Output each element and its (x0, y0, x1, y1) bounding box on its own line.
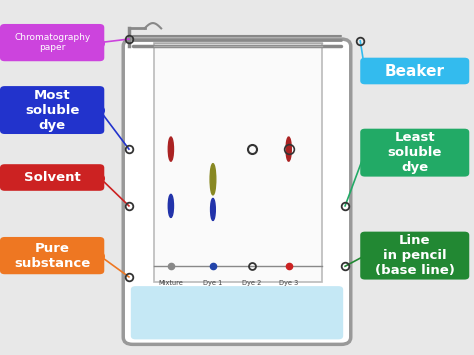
Text: Mixture: Mixture (158, 280, 183, 286)
FancyBboxPatch shape (154, 43, 322, 282)
FancyBboxPatch shape (0, 164, 104, 191)
Ellipse shape (168, 137, 173, 161)
Text: Most
soluble
dye: Most soluble dye (25, 88, 79, 132)
FancyBboxPatch shape (131, 286, 343, 339)
FancyBboxPatch shape (360, 231, 469, 280)
FancyBboxPatch shape (0, 86, 104, 134)
FancyBboxPatch shape (0, 24, 104, 61)
FancyBboxPatch shape (360, 58, 469, 84)
Ellipse shape (286, 137, 291, 161)
Text: Beaker: Beaker (385, 64, 445, 78)
Ellipse shape (210, 164, 216, 195)
Ellipse shape (210, 198, 215, 220)
Text: Pure
substance: Pure substance (14, 242, 90, 269)
Ellipse shape (168, 194, 173, 217)
Text: Least
soluble
dye: Least soluble dye (388, 131, 442, 174)
FancyBboxPatch shape (0, 237, 104, 274)
Text: Dye 2: Dye 2 (242, 280, 261, 286)
Text: Dye 3: Dye 3 (279, 280, 298, 286)
Text: Dye 1: Dye 1 (203, 280, 223, 286)
Text: Solvent: Solvent (24, 171, 81, 184)
FancyBboxPatch shape (360, 129, 469, 177)
FancyBboxPatch shape (123, 39, 351, 344)
Text: Line
in pencil
(base line): Line in pencil (base line) (375, 234, 455, 277)
Text: Chromatography
paper: Chromatography paper (14, 33, 90, 52)
